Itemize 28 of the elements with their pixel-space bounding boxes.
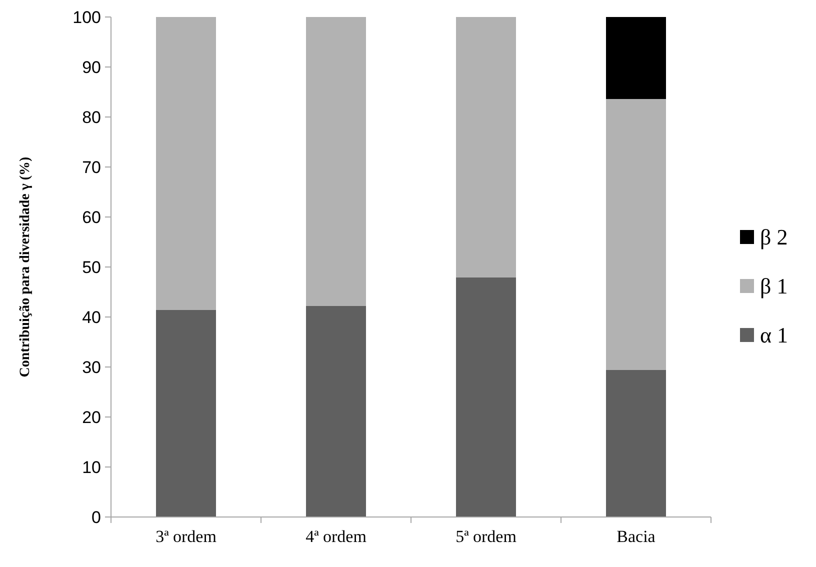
bar bbox=[156, 17, 216, 310]
y-tick-label: 10 bbox=[82, 458, 101, 477]
y-tick-label: 30 bbox=[82, 358, 101, 377]
legend-label: β 1 bbox=[760, 274, 788, 299]
bar bbox=[606, 17, 666, 99]
y-tick-label: 20 bbox=[82, 408, 101, 427]
bar bbox=[456, 278, 516, 517]
bar bbox=[306, 306, 366, 517]
x-tick-label: 3ª ordem bbox=[156, 527, 216, 546]
legend-label: α 1 bbox=[760, 322, 788, 348]
y-tick-label: 50 bbox=[82, 258, 101, 277]
x-tick-label: Bacia bbox=[616, 527, 656, 546]
bar bbox=[606, 370, 666, 517]
y-tick-label: 80 bbox=[82, 108, 101, 127]
legend-label: β 2 bbox=[760, 224, 788, 250]
bar bbox=[606, 99, 666, 370]
x-tick-label: 4ª ordem bbox=[306, 527, 366, 546]
y-tick-label: 0 bbox=[92, 508, 101, 527]
bar bbox=[156, 310, 216, 517]
y-axis-title: Contribuição para diversidade γ (%) bbox=[18, 156, 33, 378]
y-tick-label: 90 bbox=[82, 58, 101, 77]
bar bbox=[456, 17, 516, 278]
y-tick-label: 40 bbox=[82, 308, 101, 327]
y-tick-label: 60 bbox=[82, 208, 101, 227]
y-tick-label: 100 bbox=[72, 8, 101, 27]
y-tick-label: 70 bbox=[82, 158, 101, 177]
x-tick-label: 5ª ordem bbox=[456, 527, 516, 546]
bar bbox=[306, 17, 366, 306]
